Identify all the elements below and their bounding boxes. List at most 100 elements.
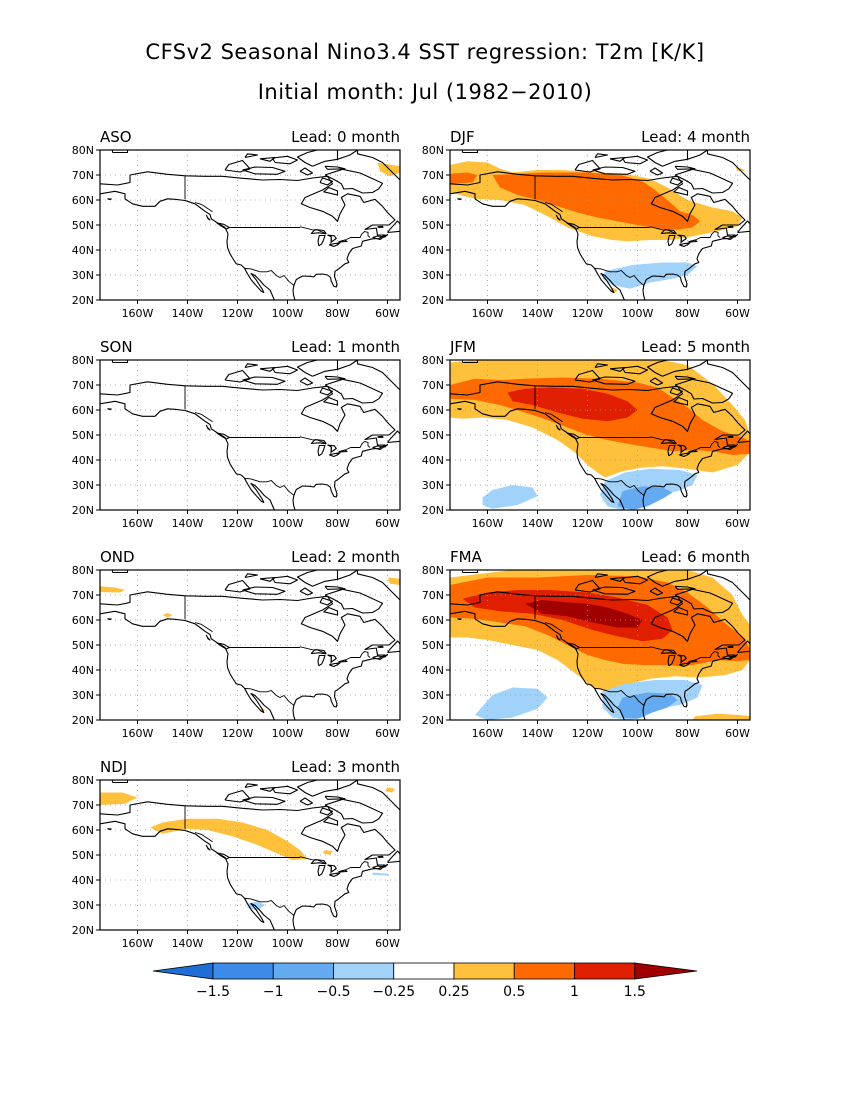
lat-tick-label: 50N [422,639,444,652]
anomaly-shading [525,600,643,628]
political-border [579,646,677,655]
lon-tick-label: 120W [222,307,254,320]
map-area [450,150,750,300]
lon-tick-label: 60W [375,937,400,950]
coastline [107,618,112,621]
lon-tick-label: 140W [522,517,554,530]
coastline [674,585,696,590]
coastline [327,234,337,243]
coastline [244,363,259,369]
coastline [205,634,211,641]
political-border [579,436,677,445]
coastline [706,150,750,200]
colorbar-label: −1.5 [196,984,230,1000]
lat-tick-label: 30N [72,479,94,492]
political-border [194,832,213,843]
lat-tick-label: 60N [422,614,444,627]
political-border [229,856,327,865]
coastline [594,573,609,579]
coastline [660,648,677,655]
coastline [319,177,334,186]
coastline [677,654,687,663]
anomaly-shading [387,577,400,585]
lon-tick-label: 140W [522,307,554,320]
anomaly-shading [482,485,538,509]
lat-tick-label: 20N [72,714,94,727]
lat-tick-label: 80N [72,354,94,367]
coastline [224,369,251,383]
coastline [646,150,689,167]
coastline [566,222,580,230]
coastline [324,378,384,404]
panel-season-label: SON [100,338,133,356]
coastline [674,165,696,170]
political-border [229,436,327,445]
coastline [555,214,561,221]
coastline [310,858,327,865]
lon-tick-label: 160W [122,727,154,740]
lat-tick-label: 30N [422,269,444,282]
lat-tick-label: 20N [72,294,94,307]
coastline [450,190,625,300]
lon-tick-label: 60W [375,727,400,740]
lat-tick-label: 30N [422,689,444,702]
lat-tick-label: 40N [72,244,94,257]
coastline [706,360,750,410]
political-border [194,622,213,633]
lat-tick-label: 60N [422,194,444,207]
lat-tick-label: 50N [422,429,444,442]
political-border [330,866,332,874]
coastline [674,588,734,614]
coastline [100,591,396,720]
political-border [194,412,213,423]
coastline [566,432,580,440]
coastline [457,618,462,621]
coastline [242,376,286,385]
coastline [216,852,230,860]
coastline [574,369,601,383]
colorbar-label: −0.25 [372,984,415,1000]
map-panel-ond: OND Lead: 2 month 80N 70N 60N 50N 40N 30N 20N 160… [72,548,401,740]
panel-season-label: DJF [450,128,475,146]
coastline [660,438,677,445]
lon-tick-label: 160W [122,937,154,950]
coastline [722,653,739,661]
coastline [372,863,389,871]
coastline [324,375,346,380]
lon-tick-label: 120W [572,307,604,320]
lat-tick-label: 70N [422,169,444,182]
coastline [224,789,251,803]
coastline [356,150,400,200]
anomaly-shading [492,172,700,230]
map-area [450,570,750,720]
political-border [194,202,213,213]
lon-tick-label: 120W [572,727,604,740]
colorbar: −1.5 −1 −0.5 −0.25 0.25 0.5 1 1.5 [152,962,698,1000]
lat-tick-label: 70N [72,799,94,812]
coastline [324,165,346,170]
coastline [324,795,346,800]
political-border [579,226,677,235]
anomaly-shading [100,586,125,593]
lat-tick-label: 20N [422,714,444,727]
coastline [660,228,677,235]
coastline [205,214,211,221]
lat-tick-label: 40N [72,664,94,677]
coastline [100,381,396,510]
map-panel-aso: ASO Lead: 0 month 80N 70N 60N 50N 40N 30N 20N 160… [72,128,401,320]
figure-title: CFSv2 Seasonal Nino3.4 SST regression: T… [145,40,705,64]
coastline [317,234,326,247]
panel-lead-label: Lead: 6 month [641,548,750,566]
lon-tick-label: 100W [622,517,654,530]
political-border [339,441,371,453]
lon-tick-label: 120W [222,727,254,740]
coastline [319,597,334,606]
coastline [457,408,462,411]
coastline [737,640,750,654]
coastline [216,222,230,230]
political-border [244,268,295,286]
political-border [680,446,682,454]
political-border [680,656,682,664]
coastline [737,220,750,234]
